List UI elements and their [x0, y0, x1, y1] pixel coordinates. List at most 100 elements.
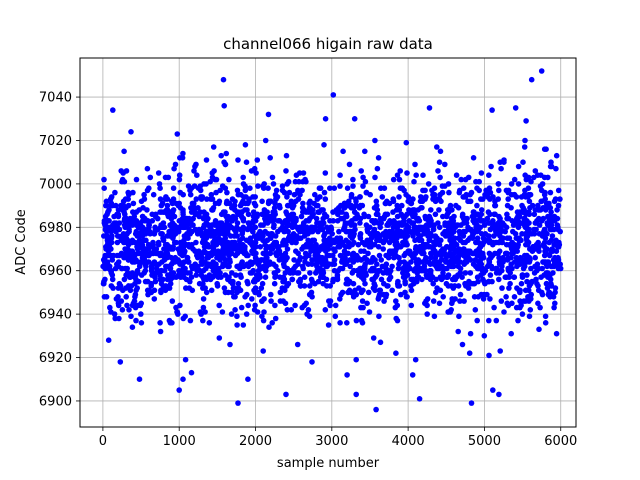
data-point [433, 289, 439, 296]
data-point [352, 226, 358, 233]
data-point [237, 237, 243, 244]
data-point [157, 272, 163, 278]
outlier-point [409, 372, 416, 378]
data-point [430, 191, 436, 198]
data-point [412, 161, 418, 168]
data-point [455, 283, 462, 289]
data-point [493, 270, 500, 276]
data-point [374, 165, 381, 172]
data-point [515, 317, 521, 324]
data-point [555, 244, 561, 250]
data-point [300, 226, 307, 233]
data-point [295, 187, 301, 194]
data-point [270, 181, 277, 187]
data-point [213, 176, 220, 183]
data-point [151, 296, 158, 302]
data-point [412, 265, 419, 272]
data-point [355, 241, 362, 248]
data-point [465, 174, 472, 181]
data-point [511, 294, 518, 300]
data-point [205, 215, 211, 222]
data-point [515, 181, 522, 187]
data-point [293, 198, 299, 205]
data-point [199, 194, 206, 200]
data-point [169, 320, 175, 326]
data-point [351, 209, 358, 215]
data-point [426, 222, 433, 228]
data-point [410, 196, 416, 202]
data-point [124, 265, 130, 272]
data-point [126, 307, 132, 313]
data-point [344, 276, 351, 283]
data-point [307, 205, 314, 211]
data-point [539, 181, 546, 187]
data-point [482, 280, 488, 287]
data-point [465, 226, 472, 233]
data-point [370, 254, 376, 261]
data-point [101, 278, 107, 285]
outlier-point [136, 376, 143, 383]
data-point [433, 276, 439, 283]
x-tick-label: 5000 [468, 434, 501, 449]
data-point [348, 257, 355, 263]
data-point [451, 239, 458, 246]
data-point [395, 278, 401, 285]
data-point [298, 213, 305, 220]
data-point [327, 298, 334, 304]
data-point [239, 228, 246, 235]
data-point [526, 313, 533, 320]
data-point [482, 267, 489, 274]
data-point [141, 254, 147, 261]
data-point [408, 287, 415, 294]
data-point [313, 270, 319, 276]
data-point [333, 207, 340, 213]
data-point [328, 224, 334, 231]
data-point [397, 259, 403, 265]
data-point [522, 137, 528, 144]
data-point [210, 144, 217, 150]
data-point [101, 176, 107, 183]
data-point [508, 181, 515, 187]
data-point [218, 252, 224, 259]
data-point [253, 170, 259, 176]
data-point [179, 252, 186, 259]
data-point [240, 181, 247, 187]
data-point [518, 280, 525, 287]
data-point [111, 213, 117, 220]
data-point [393, 350, 399, 357]
data-point [346, 198, 352, 205]
data-point [167, 265, 173, 272]
data-point [546, 239, 552, 246]
data-point [451, 283, 458, 289]
data-point [365, 239, 372, 246]
data-point [527, 257, 533, 263]
data-point [170, 185, 177, 191]
data-point [547, 163, 554, 170]
data-point [487, 211, 493, 218]
data-point [269, 246, 276, 252]
data-points [100, 68, 564, 413]
data-point [436, 207, 442, 213]
data-point [163, 250, 169, 257]
data-point [270, 224, 277, 231]
data-point [289, 213, 295, 220]
outlier-point [353, 391, 360, 398]
data-point [309, 257, 315, 263]
data-point [234, 220, 241, 226]
data-point [123, 205, 129, 211]
data-point [227, 341, 233, 348]
data-point [251, 165, 258, 172]
data-point [271, 280, 278, 287]
outlier-point [221, 103, 227, 109]
data-point [123, 235, 130, 241]
data-point [553, 330, 560, 337]
data-point [293, 218, 299, 224]
data-point [447, 252, 454, 259]
data-point [322, 307, 329, 313]
data-point [457, 270, 464, 276]
data-point [353, 196, 359, 202]
data-point [533, 220, 539, 226]
data-point [435, 220, 441, 226]
data-point [346, 161, 353, 168]
